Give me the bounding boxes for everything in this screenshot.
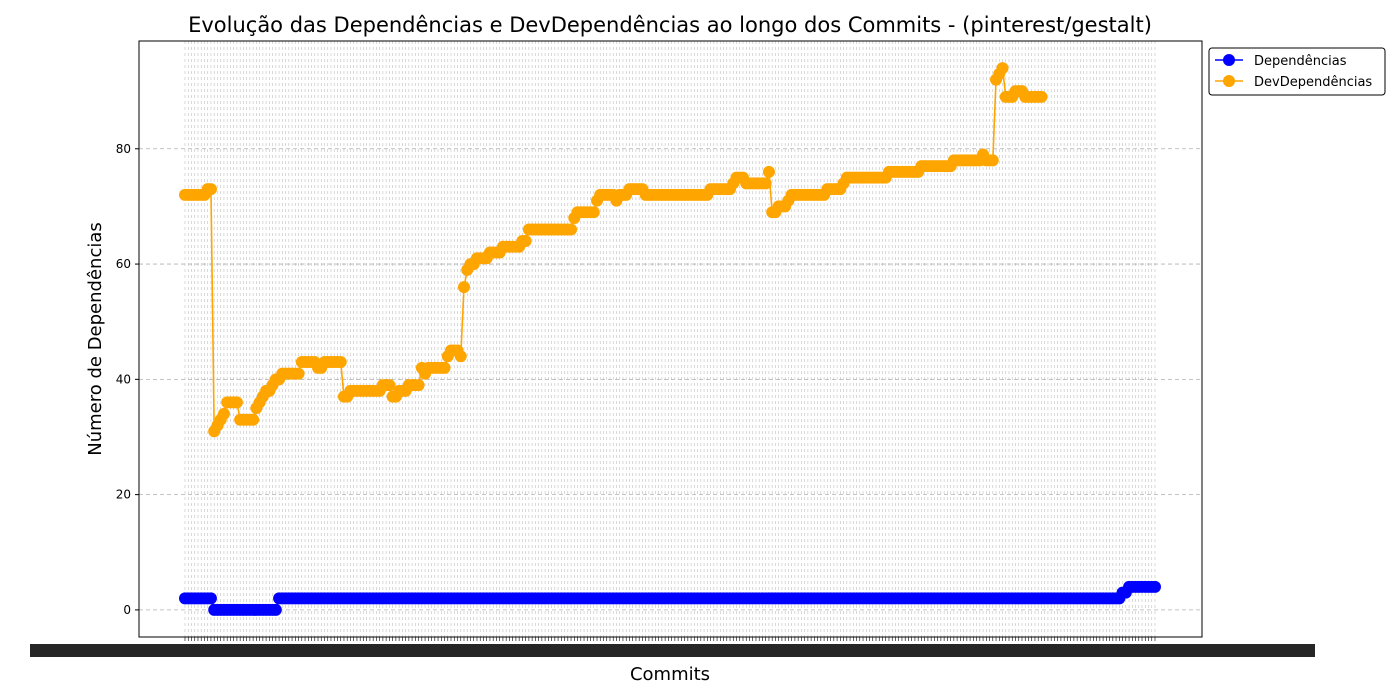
legend-marker-dependencias <box>1223 54 1235 66</box>
data-point <box>412 379 425 392</box>
data-point <box>204 183 217 196</box>
data-point <box>458 281 470 294</box>
series-line <box>185 65 1042 435</box>
data-point <box>565 223 578 236</box>
data-point <box>519 235 532 248</box>
y-tick-label: 80 <box>116 142 131 156</box>
series-layer <box>179 62 1161 616</box>
series-dependencias <box>179 580 1161 616</box>
grid <box>139 41 1202 637</box>
x-tick-label-band <box>30 644 1315 657</box>
data-point <box>269 603 282 616</box>
chart-title: Evolução das Dependências e DevDependênc… <box>188 13 1152 37</box>
data-point <box>383 379 396 392</box>
legend-box <box>1208 47 1386 96</box>
plot-area <box>138 40 1203 638</box>
x-axis-label: Commits <box>630 664 710 685</box>
legend-label-devdependencias: DevDependências <box>1254 75 1372 90</box>
y-tick-label: 20 <box>116 488 131 502</box>
legend-label-dependencias: Dependências <box>1254 54 1347 69</box>
data-point <box>759 177 772 190</box>
data-point <box>334 356 347 369</box>
data-point <box>762 165 775 178</box>
data-point <box>204 592 217 605</box>
data-point <box>986 154 999 167</box>
data-point <box>454 350 467 363</box>
x-axis-ticks <box>30 637 1315 657</box>
y-axis-label: Número de Dependências <box>85 222 106 456</box>
data-point <box>230 396 243 409</box>
data-point <box>438 361 451 374</box>
y-axis-ticks: 0 20 40 60 80 <box>116 142 139 617</box>
legend: Dependências DevDependências <box>1208 47 1386 96</box>
data-point <box>292 367 305 380</box>
data-point <box>1035 90 1048 103</box>
data-point <box>1149 580 1161 593</box>
y-tick-label: 60 <box>116 257 131 271</box>
data-point <box>217 407 230 420</box>
y-tick-label: 40 <box>116 372 131 386</box>
data-point <box>587 206 600 219</box>
data-point <box>247 413 260 426</box>
y-tick-label: 0 <box>123 603 131 617</box>
data-point <box>996 62 1009 75</box>
legend-marker-devdependencias <box>1223 75 1235 87</box>
series-devdependencias <box>179 62 1048 438</box>
